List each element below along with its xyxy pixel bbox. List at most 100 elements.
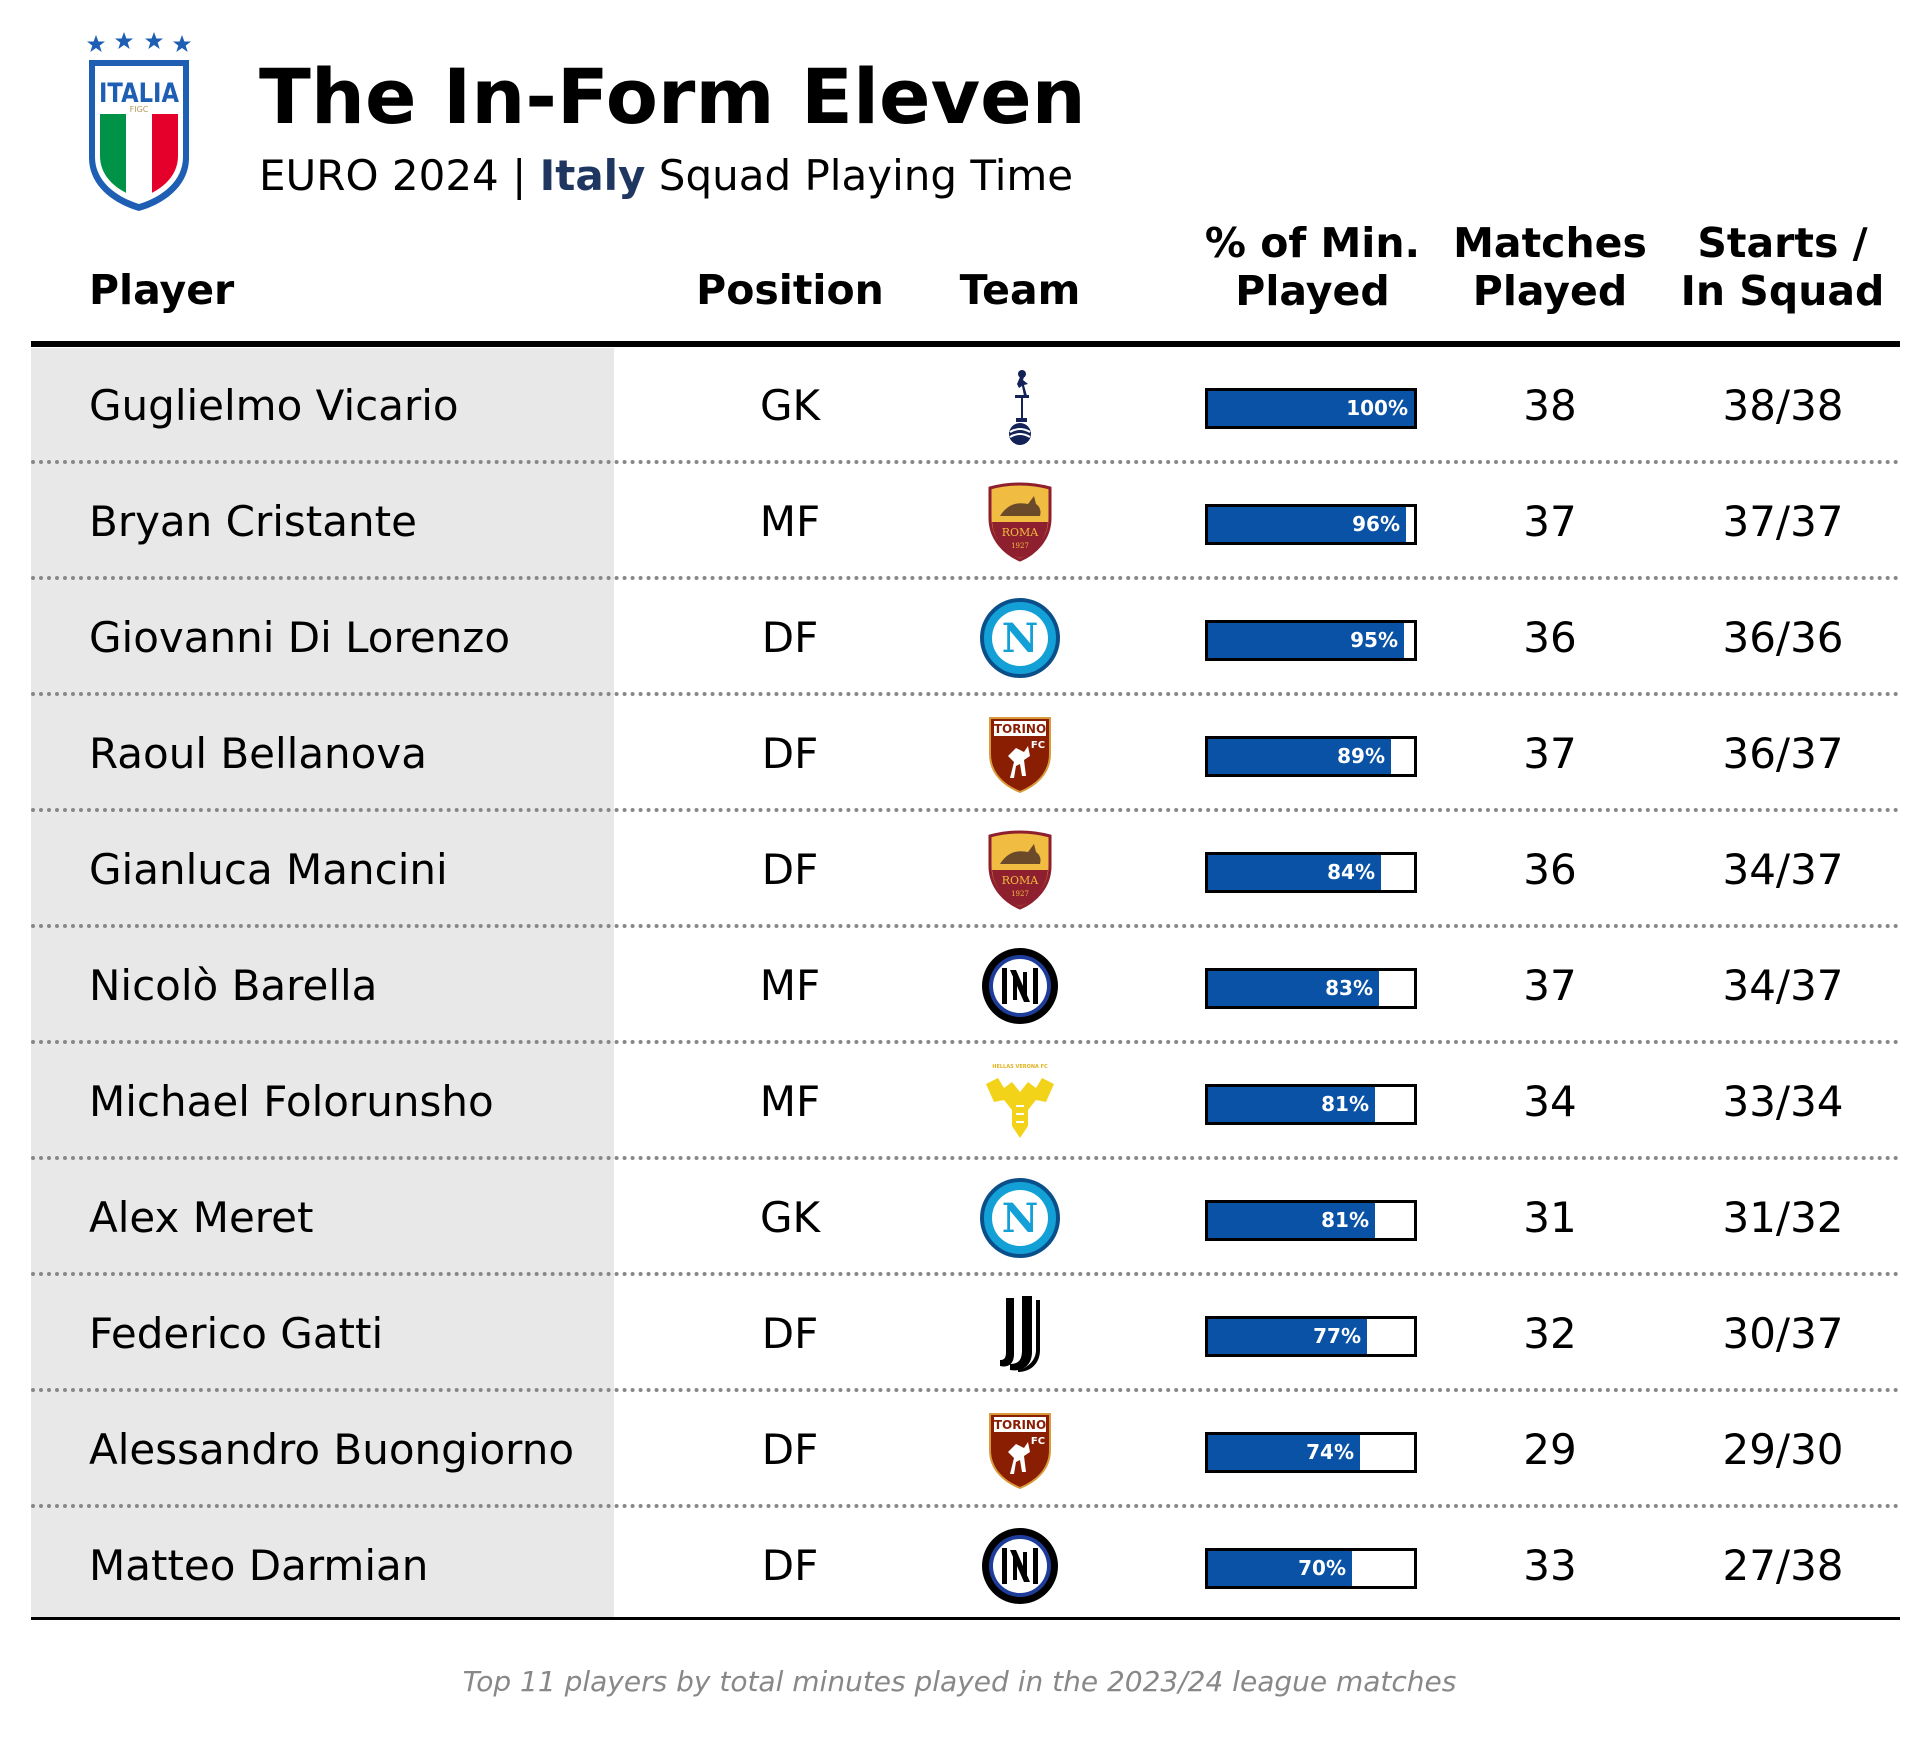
minutes-bar: 95% — [1205, 620, 1417, 661]
player-name: Alessandro Buongiorno — [89, 1425, 575, 1474]
player-name: Gianluca Mancini — [89, 845, 448, 894]
matches-played: 34 — [1523, 1077, 1577, 1126]
header-minutes: % of Min. Played — [1204, 219, 1421, 315]
subtitle-suffix: Squad Playing Time — [645, 151, 1074, 200]
starts-in-squad: 29/30 — [1722, 1425, 1844, 1474]
minutes-bar-fill — [1208, 623, 1404, 658]
minutes-bar-label: 81% — [1321, 1208, 1369, 1232]
player-position: DF — [761, 845, 819, 894]
footnote: Top 11 players by total minutes played i… — [462, 1665, 1457, 1698]
minutes-bar-label: 89% — [1337, 744, 1385, 768]
player-position: DF — [761, 729, 819, 778]
team-crest-roma-icon: ROMA 1927 — [980, 830, 1060, 910]
stars-icon — [87, 32, 191, 52]
row-divider — [31, 692, 1900, 696]
row-divider — [31, 1156, 1900, 1160]
team-crest-verona-icon: HELLAS VERONA FC — [980, 1062, 1060, 1142]
minutes-bar-label: 70% — [1298, 1556, 1346, 1580]
table-row: Gianluca Mancini DF ROMA 1927 84% 36 34/37 — [0, 812, 1919, 928]
team-crest-torino-icon: TORINO FC — [980, 1410, 1060, 1490]
matches-played: 32 — [1523, 1309, 1577, 1358]
starts-in-squad: 34/37 — [1722, 961, 1844, 1010]
minutes-bar: 89% — [1205, 736, 1417, 777]
svg-text:HELLAS VERONA FC: HELLAS VERONA FC — [992, 1064, 1048, 1070]
starts-in-squad: 31/32 — [1722, 1193, 1844, 1242]
starts-in-squad: 36/36 — [1722, 613, 1844, 662]
table-row: Federico Gatti DF 77% 32 30/37 — [0, 1276, 1919, 1392]
svg-text:ROMA: ROMA — [1002, 874, 1040, 887]
minutes-bar-fill — [1208, 507, 1406, 542]
table-bottom-rule — [31, 1617, 1900, 1620]
minutes-bar-label: 84% — [1327, 860, 1375, 884]
svg-text:1927: 1927 — [1011, 542, 1029, 550]
starts-in-squad: 30/37 — [1722, 1309, 1844, 1358]
table-row: Alex Meret GK N 81% 31 31/32 — [0, 1160, 1919, 1276]
minutes-bar-fill — [1208, 739, 1391, 774]
team-crest-napoli-icon: N — [980, 598, 1060, 678]
player-position: DF — [761, 1425, 819, 1474]
header-team: Team — [959, 266, 1081, 314]
header-player: Player — [89, 266, 235, 314]
row-divider — [31, 1504, 1900, 1508]
svg-text:ITALIA: ITALIA — [99, 78, 179, 109]
minutes-bar: 81% — [1205, 1200, 1417, 1241]
player-name: Alex Meret — [89, 1193, 314, 1242]
matches-played: 37 — [1523, 497, 1577, 546]
matches-played: 37 — [1523, 729, 1577, 778]
matches-played: 37 — [1523, 961, 1577, 1010]
starts-in-squad: 36/37 — [1722, 729, 1844, 778]
player-name: Matteo Darmian — [89, 1541, 429, 1590]
svg-text:1927: 1927 — [1011, 890, 1029, 898]
team-crest-napoli-icon: N — [980, 1178, 1060, 1258]
minutes-bar-fill — [1208, 1551, 1352, 1586]
minutes-bar: 81% — [1205, 1084, 1417, 1125]
svg-text:FIGC: FIGC — [130, 105, 149, 114]
player-position: MF — [759, 497, 821, 546]
player-name: Giovanni Di Lorenzo — [89, 613, 511, 662]
player-position: GK — [759, 381, 821, 430]
matches-played: 38 — [1523, 381, 1577, 430]
team-crest-roma-icon: ROMA 1927 — [980, 482, 1060, 562]
player-position: GK — [759, 1193, 821, 1242]
table-row: Raoul Bellanova DF TORINO FC 89% 37 36/37 — [0, 696, 1919, 812]
minutes-bar-fill — [1208, 1435, 1360, 1470]
minutes-bar: 100% — [1205, 388, 1417, 429]
svg-text:TORINO: TORINO — [994, 1418, 1046, 1432]
minutes-bar-fill — [1208, 1203, 1375, 1238]
minutes-bar-fill — [1208, 391, 1414, 426]
minutes-bar: 70% — [1205, 1548, 1417, 1589]
team-crest-torino-icon: TORINO FC — [980, 714, 1060, 794]
player-position: DF — [761, 1541, 819, 1590]
player-name: Michael Folorunsho — [89, 1077, 494, 1126]
minutes-bar-fill — [1208, 855, 1381, 890]
starts-in-squad: 27/38 — [1722, 1541, 1844, 1590]
minutes-bar: 77% — [1205, 1316, 1417, 1357]
subtitle-highlight: Italy — [539, 151, 646, 200]
minutes-bar-label: 95% — [1350, 628, 1398, 652]
row-divider — [31, 1272, 1900, 1276]
page-subtitle: EURO 2024 | Italy Squad Playing Time — [259, 150, 1073, 202]
minutes-bar: 96% — [1205, 504, 1417, 545]
matches-played: 29 — [1523, 1425, 1577, 1474]
player-position: DF — [761, 1309, 819, 1358]
minutes-bar-fill — [1208, 971, 1379, 1006]
table-row: Matteo Darmian DF 70% 33 27/38 — [0, 1508, 1919, 1624]
team-crest-juventus-icon — [980, 1294, 1060, 1374]
svg-text:TORINO: TORINO — [994, 722, 1046, 736]
row-divider — [31, 808, 1900, 812]
player-name: Guglielmo Vicario — [89, 381, 459, 430]
minutes-bar-label: 83% — [1325, 976, 1373, 1000]
starts-in-squad: 33/34 — [1722, 1077, 1844, 1126]
player-name: Bryan Cristante — [89, 497, 417, 546]
svg-text:N: N — [1002, 1195, 1039, 1242]
page-title: The In-Form Eleven — [259, 52, 1086, 141]
svg-text:ROMA: ROMA — [1002, 526, 1040, 539]
row-divider — [31, 924, 1900, 928]
table-row: Michael Folorunsho MF HELLAS VERONA FC 81… — [0, 1044, 1919, 1160]
minutes-bar: 74% — [1205, 1432, 1417, 1473]
team-crest-inter-icon — [980, 946, 1060, 1026]
player-position: DF — [761, 613, 819, 662]
matches-played: 36 — [1523, 613, 1577, 662]
player-name: Federico Gatti — [89, 1309, 384, 1358]
player-column-shade — [31, 348, 614, 1618]
